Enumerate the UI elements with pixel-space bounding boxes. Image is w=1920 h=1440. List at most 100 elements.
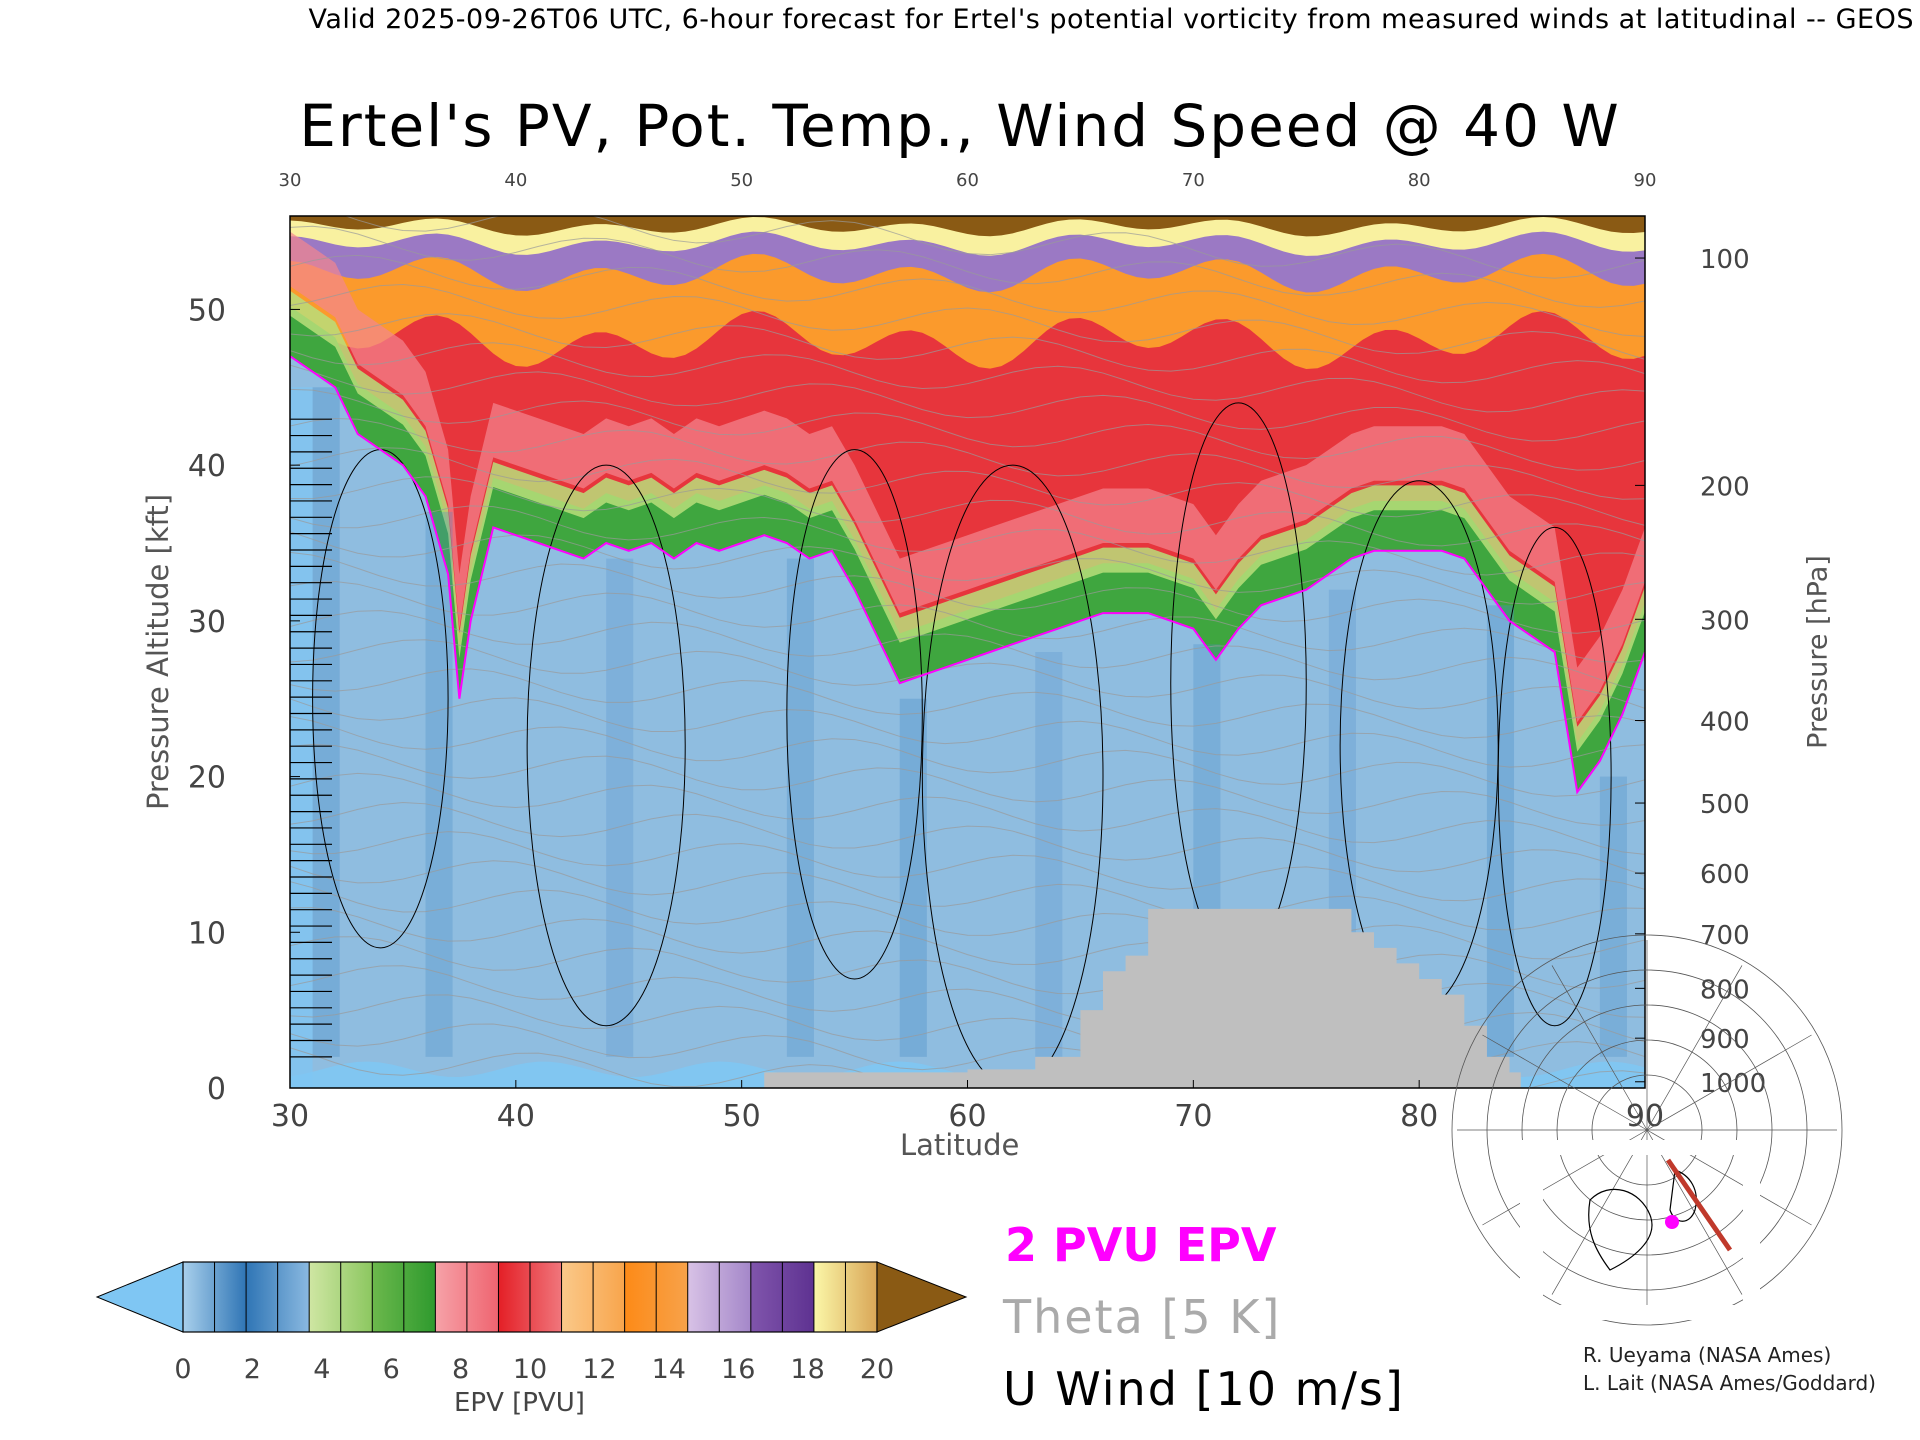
y-tick-label: 30 bbox=[188, 605, 226, 640]
theta-contour bbox=[290, 254, 1645, 337]
inset-meridian bbox=[1551, 1129, 1648, 1295]
colorbar-over-arrow bbox=[876, 1261, 968, 1333]
inset-location-marker bbox=[1665, 1215, 1679, 1229]
x-top-tick-label: 50 bbox=[730, 170, 753, 191]
x-axis-label: Latitude bbox=[900, 1128, 1020, 1162]
theta-contour bbox=[290, 802, 1645, 876]
colorbar-tick-label: 4 bbox=[313, 1354, 330, 1385]
theta-contour bbox=[290, 697, 1645, 768]
x-top-tick-label: 90 bbox=[1634, 170, 1657, 191]
theta-contour bbox=[290, 743, 1645, 826]
theta-contour bbox=[290, 476, 1645, 547]
valid-time-header: Valid 2025-09-26T06 UTC, 6-hour forecast… bbox=[308, 4, 1914, 35]
y-tick-label: 10 bbox=[188, 916, 226, 951]
theta-contour bbox=[290, 313, 1645, 384]
x-tick-label: 80 bbox=[1400, 1099, 1438, 1134]
colorbar-tick-label: 2 bbox=[244, 1354, 261, 1385]
legend-theta: Theta [5 K] bbox=[1003, 1290, 1282, 1344]
pressure-tick-label: 400 bbox=[1700, 708, 1750, 738]
credit-line-1: R. Ueyama (NASA Ames) bbox=[1583, 1343, 1832, 1367]
plot-area bbox=[290, 216, 1645, 1088]
y-tick-label: 0 bbox=[207, 1072, 226, 1107]
colorbar-tick-label: 10 bbox=[513, 1354, 547, 1385]
y-axis-label: Pressure Altitude [kft] bbox=[141, 493, 175, 811]
inset-coastline bbox=[1588, 1188, 1653, 1271]
theta-contour bbox=[290, 715, 1645, 797]
inset-meridian bbox=[1646, 1034, 1812, 1131]
pressure-tick-label: 300 bbox=[1700, 606, 1750, 636]
theta-contour bbox=[290, 284, 1645, 360]
pv-2pvu-contour bbox=[290, 355, 1645, 795]
inset-meridian bbox=[1551, 965, 1648, 1131]
inset-cross-section-track bbox=[1665, 1158, 1733, 1252]
theta-contour bbox=[290, 610, 1645, 691]
colorbar-tick-label: 6 bbox=[383, 1354, 400, 1385]
theta-contour bbox=[290, 831, 1645, 902]
colorbar: 0 2 4 6 8 10 12 14 16 18 20 bbox=[95, 1261, 968, 1385]
legend-2pvu: 2 PVU EPV bbox=[1005, 1218, 1277, 1272]
colorbar-tick-label: 14 bbox=[652, 1354, 686, 1385]
troposphere-streak bbox=[1035, 652, 1063, 1057]
colorbar-tick-label: 16 bbox=[721, 1354, 755, 1385]
pressure-tick-label: 1000 bbox=[1700, 1069, 1766, 1099]
x-tick-label: 30 bbox=[271, 1099, 309, 1134]
pressure-tick-label: 900 bbox=[1700, 1025, 1750, 1055]
inset-latitude-ring bbox=[1451, 934, 1843, 1326]
colorbar-label: EPV [PVU] bbox=[454, 1388, 585, 1418]
colorbar-tick-label: 0 bbox=[174, 1354, 191, 1385]
x-top-tick-label: 80 bbox=[1408, 170, 1431, 191]
theta-contour bbox=[290, 447, 1645, 526]
wind-contour bbox=[786, 449, 923, 980]
theta-contour bbox=[290, 225, 1645, 308]
chart-title: Ertel's PV, Pot. Temp., Wind Speed @ 40 … bbox=[299, 92, 1621, 160]
theta-contour bbox=[290, 417, 1645, 500]
theta-contour bbox=[290, 580, 1645, 663]
inset-meridian bbox=[1482, 1034, 1648, 1131]
colorbar-tick-label: 18 bbox=[790, 1354, 824, 1385]
pressure-tick-label: 500 bbox=[1700, 790, 1750, 820]
theta-contour bbox=[290, 388, 1645, 471]
colorbar-tick-label: 12 bbox=[582, 1354, 616, 1385]
troposphere-streak bbox=[606, 558, 634, 1057]
pressure-tick-label: 200 bbox=[1700, 472, 1750, 502]
theta-contour bbox=[290, 639, 1645, 710]
theta-contour bbox=[290, 881, 1645, 960]
pressure-tick-label: 100 bbox=[1700, 245, 1750, 275]
pv-band-pink bbox=[290, 231, 1645, 723]
pv-band-green bbox=[290, 306, 1645, 793]
left-edge-light bbox=[290, 387, 313, 1088]
y-tick-label: 40 bbox=[188, 449, 226, 484]
wind-contour bbox=[526, 464, 686, 1027]
inset-map bbox=[1451, 934, 1843, 1326]
pressure-tick-label: 600 bbox=[1700, 860, 1750, 890]
theta-contour bbox=[290, 364, 1645, 442]
wind-contour bbox=[1497, 526, 1612, 1027]
y2-axis-label: Pressure [hPa] bbox=[1802, 555, 1834, 749]
x-tick-label: 60 bbox=[948, 1099, 986, 1134]
theta-contour bbox=[290, 505, 1645, 576]
credit-line-2: L. Lait (NASA Ames/Goddard) bbox=[1583, 1371, 1876, 1395]
x-tick-label: 50 bbox=[723, 1099, 761, 1134]
x-top-tick-label: 70 bbox=[1182, 170, 1205, 191]
colorbar-under-arrow bbox=[95, 1261, 184, 1333]
x-tick-label: 70 bbox=[1174, 1099, 1212, 1134]
troposphere-streak bbox=[425, 511, 453, 1057]
terrain-mask bbox=[764, 908, 1521, 1088]
pv-band-brown bbox=[290, 216, 1645, 237]
y-tick-label: 50 bbox=[188, 293, 226, 328]
y-tick-label: 20 bbox=[188, 761, 226, 796]
theta-contour bbox=[344, 216, 1645, 279]
inset-meridian bbox=[1646, 965, 1743, 1131]
inset-map-background bbox=[1543, 1155, 1743, 1305]
x-top-tick-label: 40 bbox=[504, 170, 527, 191]
theta-contour bbox=[290, 772, 1645, 855]
x-tick-label: 40 bbox=[497, 1099, 535, 1134]
troposphere-fill bbox=[290, 356, 1645, 1088]
x-top-tick-label: 60 bbox=[956, 170, 979, 191]
colorbar-tick-label: 8 bbox=[452, 1354, 469, 1385]
theta-contour bbox=[290, 668, 1645, 739]
troposphere-streak bbox=[1599, 776, 1627, 1057]
theta-contour bbox=[290, 860, 1645, 931]
x-top-tick-label: 30 bbox=[279, 170, 302, 191]
